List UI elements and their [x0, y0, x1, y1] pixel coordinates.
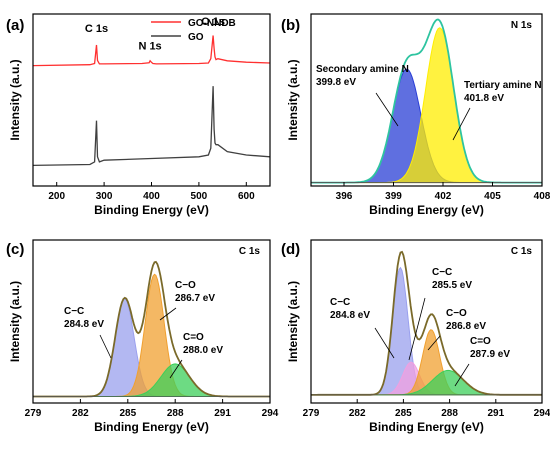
fit-peak-2: [311, 27, 542, 184]
x-tick-label: 279: [303, 408, 320, 419]
peak-annotation: 286.8 eV: [446, 321, 486, 332]
x-tick-label: 288: [441, 408, 458, 419]
annotation-leader: [454, 363, 470, 387]
panel-title: N 1s: [511, 20, 533, 31]
peak-annotation: O 1s: [201, 16, 225, 28]
axes-frame: [310, 239, 543, 404]
y-axis-label: Intensity (a.u.): [286, 281, 300, 362]
x-tick-label: 402: [435, 191, 452, 202]
x-tick-label: 285: [395, 408, 412, 419]
x-axis-label: Binding Energy (eV): [369, 420, 484, 434]
plot-area: [33, 260, 270, 398]
annotation-leader: [99, 334, 112, 359]
panel-title: C 1s: [239, 246, 261, 257]
annotation-leader: [159, 307, 177, 321]
x-tick-label: 291: [487, 408, 504, 419]
x-tick-label: 405: [484, 191, 501, 202]
x-axis-label: Binding Energy (eV): [94, 420, 209, 434]
x-tick-label: 279: [25, 408, 42, 419]
chart-panel-4: C 1s 279 282 285 288 291 294 Binding Energy (eV…: [281, 239, 550, 434]
annotation-leader: [374, 327, 395, 359]
annotation-leader: [375, 92, 399, 127]
panel-label: (c): [6, 241, 24, 258]
x-tick-label: 399: [385, 191, 402, 202]
panel-title: C 1s: [511, 246, 533, 257]
peak-annotation: C=O: [470, 336, 491, 347]
chart-panel-3: C 1s 279 282 285 288 291 294 Binding Energy (eV…: [6, 239, 279, 434]
peak-annotation: C−C: [64, 306, 84, 317]
peak-annotation: 285.5 eV: [432, 280, 472, 291]
annotation-leader: [427, 335, 441, 351]
x-tick-label: 400: [143, 191, 160, 202]
y-axis-label: Intensity (a.u.): [286, 59, 300, 140]
axes-frame: [310, 13, 543, 187]
series-line-go-nndb: [33, 35, 270, 67]
peak-annotation: 401.8 eV: [464, 93, 504, 104]
y-axis-label: Intensity (a.u.): [8, 281, 22, 362]
axes-frame: [32, 239, 271, 404]
fit-peak-2: [33, 273, 270, 397]
peak-annotation: 286.7 eV: [175, 293, 215, 304]
peak-annotation: C−C: [330, 297, 350, 308]
panel-label: (a): [6, 17, 24, 34]
x-tick-label: 288: [167, 408, 184, 419]
panel-label: (d): [281, 241, 300, 258]
peak-annotation: C−O: [175, 280, 196, 291]
series-line-go: [33, 86, 270, 167]
x-tick-label: 291: [214, 408, 231, 419]
peak-annotation: 284.8 eV: [64, 319, 104, 330]
x-tick-label: 294: [534, 408, 550, 419]
peak-annotation: C−C: [432, 267, 452, 278]
plot-area: [311, 18, 542, 184]
legend-label: GO-NNDB: [188, 18, 236, 29]
plot-area: [311, 250, 542, 396]
peak-annotation: C 1s: [85, 23, 108, 35]
chart-panel-1: GO-NNDB GO C 1s N 1s O 1s 200 300 400 500 600 Bind…: [6, 13, 271, 217]
x-tick-label: 408: [534, 191, 550, 202]
chart-panel-2: N 1s 396 399 402 405 408 Binding Energy (eV) In…: [281, 13, 550, 217]
plot-area: [33, 35, 270, 167]
legend-label: GO: [188, 32, 204, 43]
x-axis-label: Binding Energy (eV): [369, 203, 484, 217]
x-tick-label: 200: [48, 191, 65, 202]
peak-annotation: C=O: [183, 332, 204, 343]
peak-annotation: 288.0 eV: [183, 345, 223, 356]
peak-annotation: Tertiary amine N: [464, 80, 542, 91]
y-axis-label: Intensity (a.u.): [8, 59, 22, 140]
x-axis-label: Binding Energy (eV): [94, 203, 209, 217]
x-tick-label: 282: [72, 408, 89, 419]
x-tick-label: 282: [349, 408, 366, 419]
x-tick-label: 300: [96, 191, 113, 202]
peak-annotation: C−O: [446, 308, 467, 319]
panel-label: (b): [281, 17, 300, 34]
peak-annotation: 399.8 eV: [316, 77, 356, 88]
annotation-leader: [452, 107, 471, 141]
peak-annotation: 287.9 eV: [470, 349, 510, 360]
x-tick-label: 294: [262, 408, 279, 419]
annotation-leader: [408, 297, 426, 361]
peak-annotation: Secondary amine N: [316, 64, 409, 75]
peak-annotation: 284.8 eV: [330, 310, 370, 321]
x-tick-label: 285: [119, 408, 136, 419]
x-tick-label: 396: [336, 191, 353, 202]
annotation-leader: [169, 359, 183, 379]
x-tick-label: 500: [191, 191, 208, 202]
x-tick-label: 600: [238, 191, 255, 202]
peak-annotation: N 1s: [138, 40, 161, 52]
